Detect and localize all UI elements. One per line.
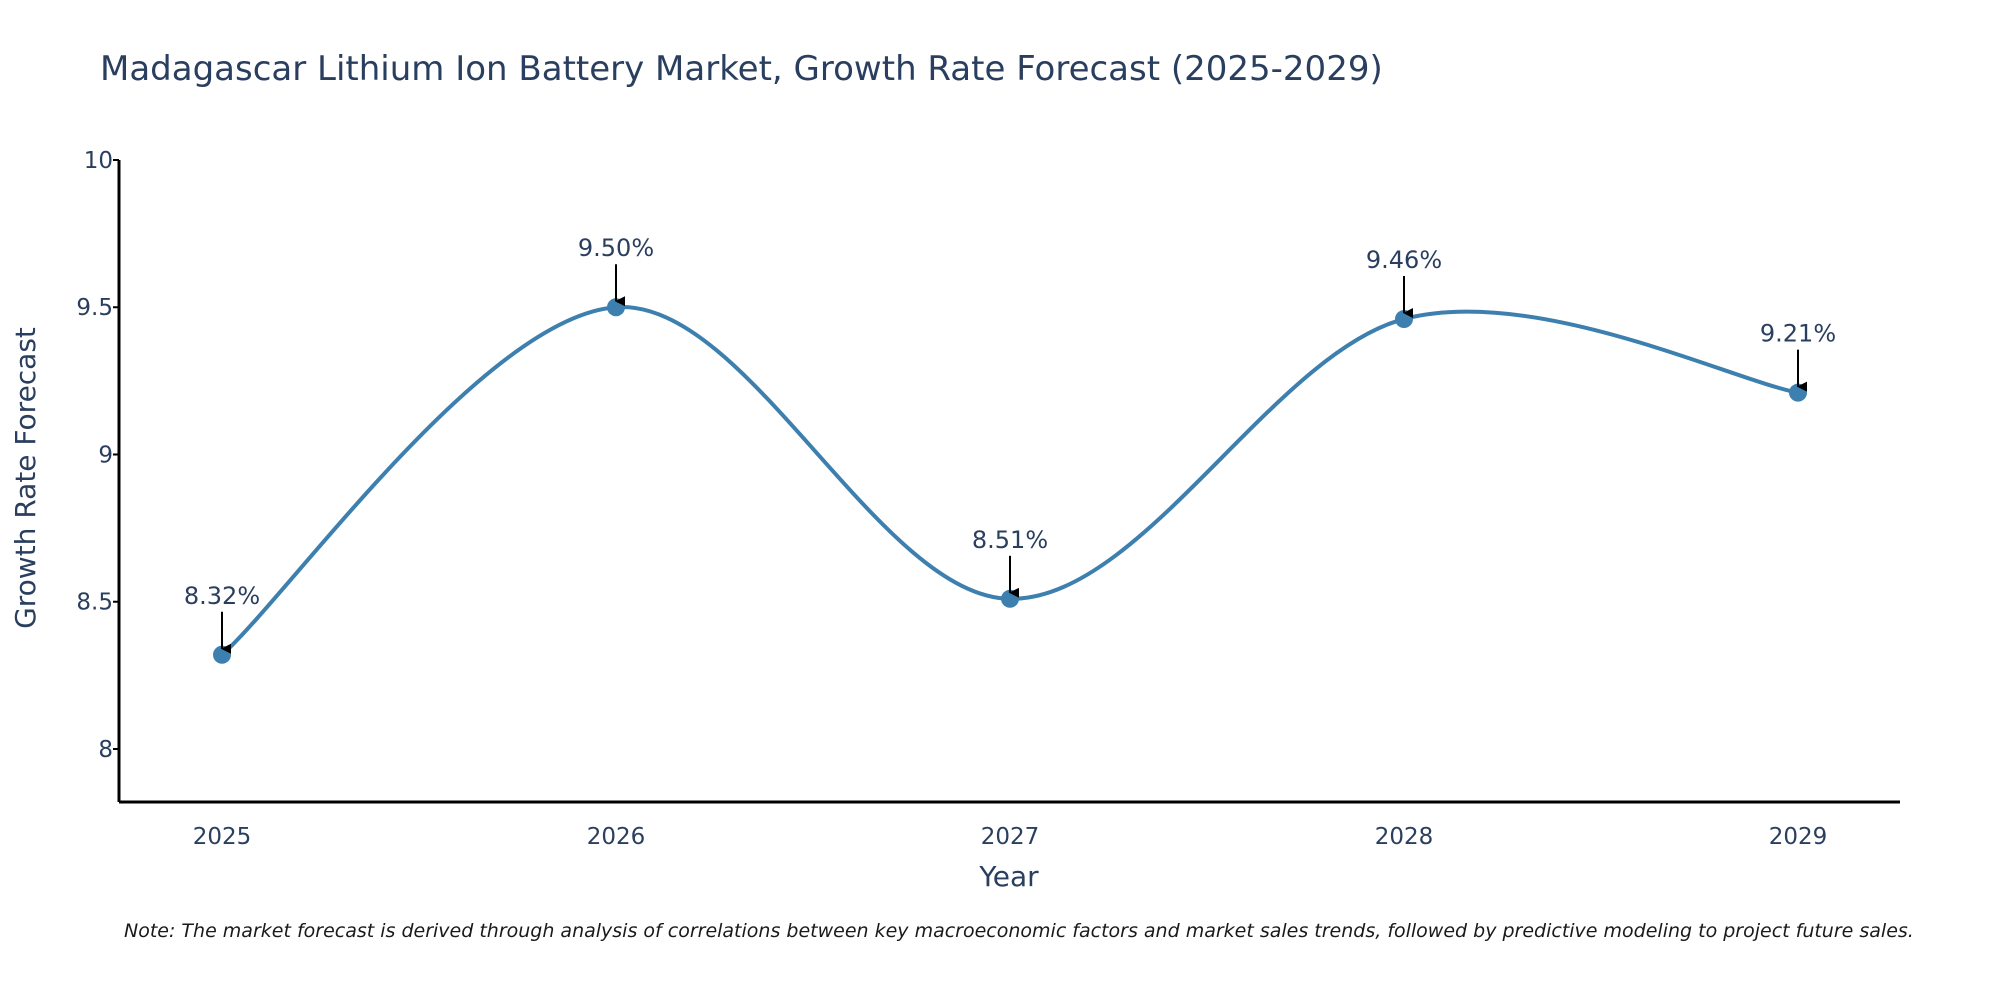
- y-tick-label: 8.5: [76, 590, 113, 616]
- data-label: 9.50%: [578, 234, 654, 262]
- data-label: 8.51%: [972, 526, 1048, 554]
- y-tick-label: 8: [98, 737, 113, 763]
- y-axis-title: Growth Rate Forecast: [9, 327, 42, 629]
- x-axis-title: Year: [978, 860, 1039, 893]
- y-tick-label: 9: [98, 442, 113, 468]
- x-tick-label: 2028: [1375, 824, 1434, 850]
- x-tick-label: 2025: [193, 824, 252, 850]
- y-tick-label: 9.5: [76, 295, 113, 321]
- x-tick-label: 2027: [981, 824, 1040, 850]
- data-label: 8.32%: [184, 582, 260, 610]
- data-label: 9.21%: [1760, 320, 1836, 348]
- x-tick-label: 2029: [1769, 824, 1828, 850]
- x-tick-label: 2026: [587, 824, 646, 850]
- footnote: Note: The market forecast is derived thr…: [124, 920, 1914, 942]
- plot-area: 8 8.5 9 9.5 10 2025 2026 2027 2028 2029 8.32% 9.50%…: [76, 148, 1900, 850]
- series-line: [220, 305, 1799, 657]
- y-tick-label: 10: [84, 148, 113, 174]
- data-label: 9.46%: [1366, 246, 1442, 274]
- chart-title: Madagascar Lithium Ion Battery Market, G…: [100, 49, 1383, 89]
